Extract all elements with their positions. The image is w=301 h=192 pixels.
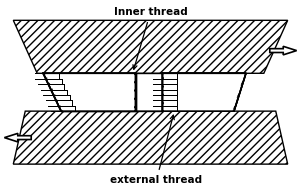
Polygon shape	[13, 111, 288, 164]
FancyArrow shape	[270, 46, 296, 55]
Polygon shape	[13, 20, 288, 73]
Polygon shape	[45, 73, 134, 111]
Text: Inner thread: Inner thread	[113, 7, 188, 69]
Polygon shape	[164, 73, 244, 111]
Text: external thread: external thread	[110, 115, 203, 185]
Polygon shape	[43, 73, 135, 111]
Polygon shape	[163, 73, 246, 111]
Polygon shape	[43, 73, 135, 111]
Polygon shape	[163, 73, 246, 111]
FancyArrow shape	[5, 133, 31, 142]
